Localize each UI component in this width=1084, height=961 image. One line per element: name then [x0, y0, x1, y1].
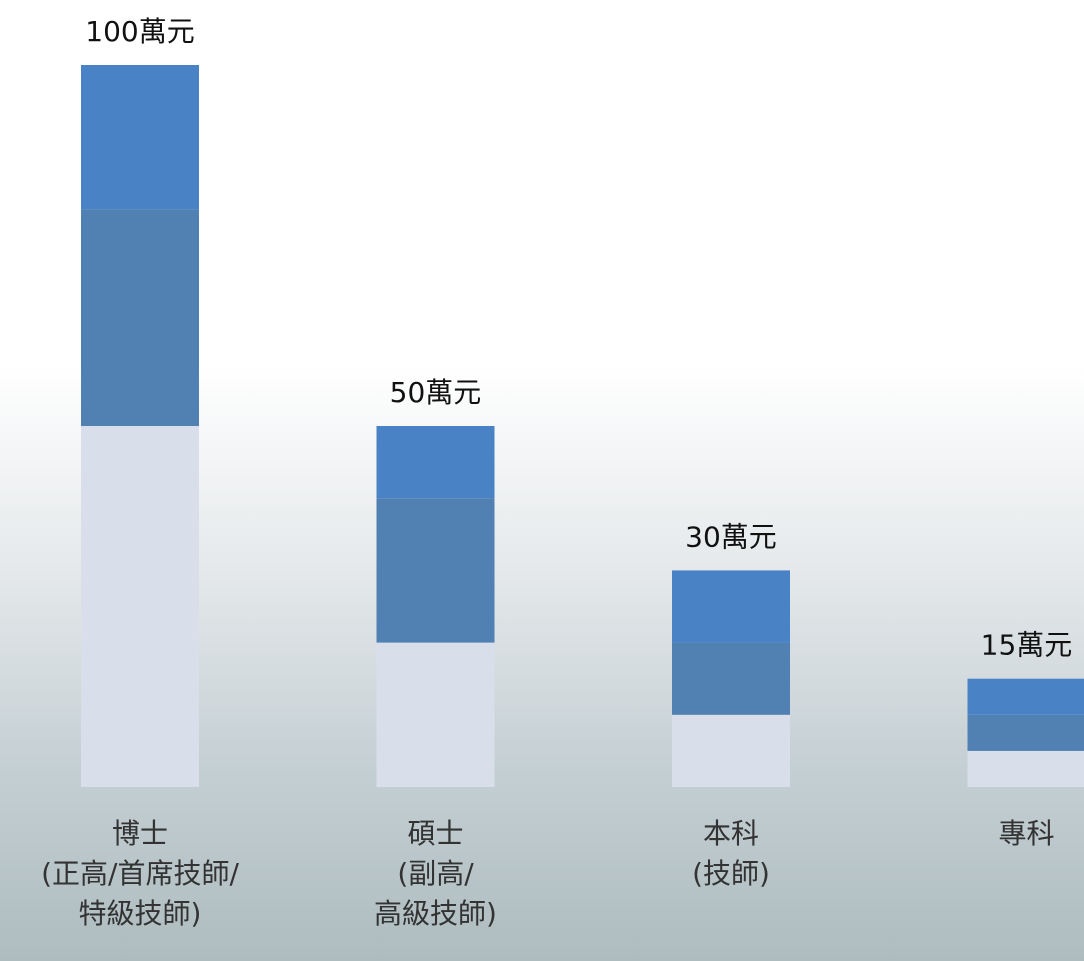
- bar-segment: [376, 498, 495, 643]
- bar-segment: [376, 642, 495, 787]
- total-label: 50萬元: [390, 376, 482, 409]
- bar-segment: [81, 426, 199, 787]
- bar-segment: [672, 714, 790, 787]
- category-label: 高級技師): [374, 897, 497, 930]
- category-label: 本科: [703, 817, 759, 850]
- category-label: 特級技師): [79, 897, 202, 930]
- category-label: 碩士: [407, 817, 463, 850]
- bar-segment: [672, 642, 790, 715]
- bar-segment: [967, 678, 1084, 715]
- bar-segment: [967, 714, 1084, 751]
- bar-segment: [81, 65, 199, 210]
- total-label: 15萬元: [981, 629, 1073, 662]
- category-label: (正高/首席技師/: [41, 857, 239, 890]
- bar-segment: [81, 209, 199, 426]
- bar-segment: [967, 750, 1084, 787]
- bar-segment: [672, 570, 790, 643]
- total-label: 30萬元: [685, 520, 777, 553]
- category-label: (副高/: [397, 857, 474, 890]
- total-label: 100萬元: [85, 15, 194, 48]
- category-label: (技師): [692, 857, 770, 890]
- category-label: 專科: [998, 817, 1054, 850]
- bar-segment: [376, 426, 495, 499]
- category-label: 博士: [112, 817, 168, 850]
